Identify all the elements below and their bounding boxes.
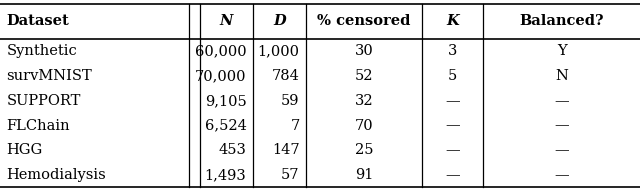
Text: 147: 147 [272, 143, 300, 157]
Text: —: — [445, 118, 460, 133]
Text: % censored: % censored [317, 15, 411, 28]
Text: D: D [273, 15, 285, 28]
Text: 70,000: 70,000 [195, 69, 246, 83]
Text: 59: 59 [281, 94, 300, 108]
Text: K: K [447, 15, 459, 28]
Text: —: — [445, 94, 460, 108]
Text: 70: 70 [355, 118, 374, 133]
Text: —: — [445, 168, 460, 182]
Text: 453: 453 [218, 143, 246, 157]
Text: 60,000: 60,000 [195, 45, 246, 58]
Text: 5: 5 [448, 69, 458, 83]
Text: N: N [220, 15, 233, 28]
Text: —: — [445, 143, 460, 157]
Text: Hemodialysis: Hemodialysis [6, 168, 106, 182]
Text: 25: 25 [355, 143, 373, 157]
Text: 3: 3 [448, 45, 458, 58]
Text: 9,105: 9,105 [205, 94, 246, 108]
Text: 1,000: 1,000 [257, 45, 300, 58]
Text: 57: 57 [281, 168, 300, 182]
Text: 32: 32 [355, 94, 374, 108]
Text: —: — [554, 118, 569, 133]
Text: FLChain: FLChain [6, 118, 70, 133]
Text: SUPPORT: SUPPORT [6, 94, 81, 108]
Text: 91: 91 [355, 168, 373, 182]
Text: 7: 7 [291, 118, 300, 133]
Text: HGG: HGG [6, 143, 43, 157]
Text: —: — [554, 143, 569, 157]
Text: Balanced?: Balanced? [519, 15, 604, 28]
Text: N: N [555, 69, 568, 83]
Text: 6,524: 6,524 [205, 118, 246, 133]
Text: 1,493: 1,493 [205, 168, 246, 182]
Text: Dataset: Dataset [6, 15, 69, 28]
Text: —: — [554, 94, 569, 108]
Text: 30: 30 [355, 45, 374, 58]
Text: 52: 52 [355, 69, 373, 83]
Text: Y: Y [557, 45, 566, 58]
Text: 784: 784 [271, 69, 300, 83]
Text: Synthetic: Synthetic [6, 45, 77, 58]
Text: —: — [554, 168, 569, 182]
Text: survMNIST: survMNIST [6, 69, 92, 83]
